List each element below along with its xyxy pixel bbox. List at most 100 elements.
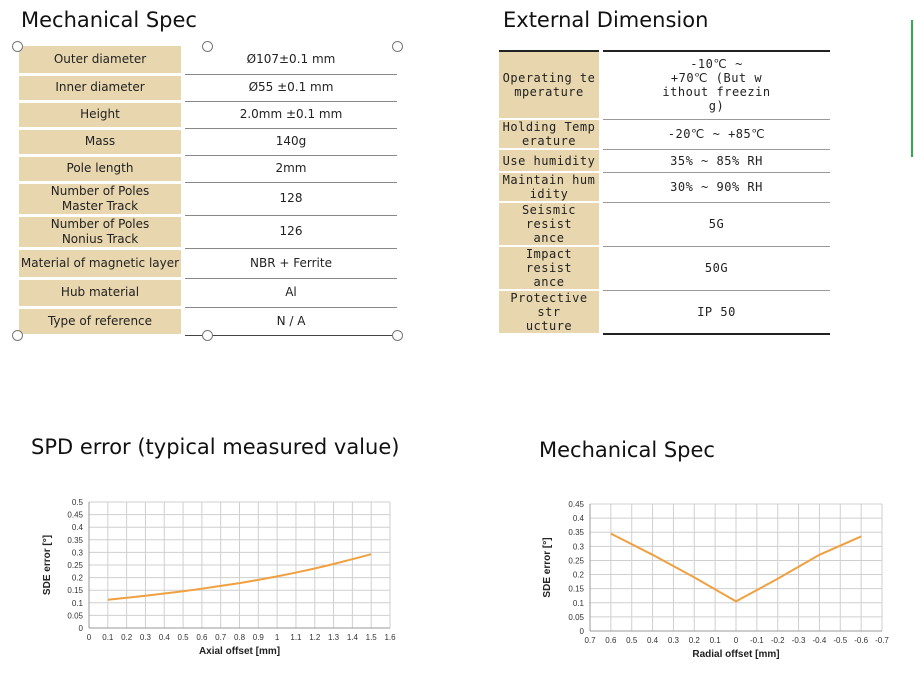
x-tick-label: 0 <box>734 636 739 645</box>
mechanical-spec-table[interactable]: Outer diameter Ø107±0.1 mm Inner diameter Ø… <box>19 46 397 337</box>
x-tick-label: 0.6 <box>196 633 208 642</box>
y-tick-label: 0.1 <box>72 599 84 608</box>
x-tick-label: 1.1 <box>290 633 302 642</box>
spec-label: Inner diameter <box>19 74 183 103</box>
x-tick-label: 0.2 <box>689 636 701 645</box>
spec-row: Outer diameter Ø107±0.1 mm <box>19 46 397 76</box>
spec-label: Type of reference <box>19 307 183 337</box>
y-axis-label: SDE error [°] <box>542 537 553 597</box>
spec-row: Material of magnetic layer NBR + Ferrite <box>19 248 397 280</box>
dimension-value: 50G <box>599 246 830 291</box>
y-tick-label: 0.45 <box>568 500 584 509</box>
dimension-value: IP 50 <box>599 290 830 335</box>
spec-value: N / A <box>181 307 397 336</box>
x-axis-label: Axial offset [mm] <box>199 646 280 657</box>
x-tick-label: -0.5 <box>833 636 847 645</box>
y-tick-label: 0.2 <box>573 571 585 580</box>
dimension-value: 30% ~ 90% RH <box>599 172 830 203</box>
y-tick-label: 0.05 <box>568 613 584 622</box>
x-tick-label: 0.9 <box>253 633 265 642</box>
x-tick-label: 0.6 <box>605 636 617 645</box>
resize-handle-top-right[interactable] <box>392 41 403 52</box>
x-tick-label: -0.4 <box>813 636 827 645</box>
spec-row: Pole length 2mm <box>19 155 397 184</box>
spec-value: 2mm <box>181 155 397 183</box>
spec-row: Type of reference N / A <box>19 307 397 337</box>
spec-row: Number of Poles Master Track 128 <box>19 182 397 217</box>
dimension-label: Use humidity <box>499 149 601 173</box>
x-tick-label: 0.3 <box>668 636 680 645</box>
y-tick-label: 0.25 <box>67 561 83 570</box>
resize-handle-top-left[interactable] <box>12 41 23 52</box>
x-tick-label: 1 <box>275 633 280 642</box>
x-tick-label: 0.8 <box>234 633 246 642</box>
y-axis-label: SDE error [°] <box>42 535 53 595</box>
x-tick-label: -0.3 <box>792 636 806 645</box>
y-tick-label: 0.25 <box>568 556 584 565</box>
y-tick-label: 0.45 <box>67 511 83 520</box>
spec-label: Pole length <box>19 155 183 184</box>
dimension-label: Maintain hum idity <box>499 172 601 203</box>
spec-value: Ø107±0.1 mm <box>181 46 397 75</box>
x-tick-label: 0.1 <box>102 633 114 642</box>
external-dimension-title: External Dimension <box>503 8 709 32</box>
y-tick-label: 0.4 <box>573 514 585 523</box>
dimension-label: Protective str ucture <box>499 290 601 335</box>
chart1-title: SPD error (typical measured value) <box>31 435 400 459</box>
y-tick-label: 0.35 <box>67 536 83 545</box>
x-tick-label: 0.7 <box>215 633 227 642</box>
resize-handle-bottom-left[interactable] <box>12 330 23 341</box>
spec-label: Number of Poles Master Track <box>19 182 183 217</box>
y-tick-label: 0.15 <box>568 585 584 594</box>
spec-row: Height 2.0mm ±0.1 mm <box>19 101 397 130</box>
dimension-row: Holding Temp erature -20℃ ~ +85℃ <box>499 119 830 150</box>
dimension-row: Seismic resist ance 5G <box>499 202 830 247</box>
x-tick-label: -0.2 <box>771 636 785 645</box>
spec-label: Hub material <box>19 278 183 309</box>
dimension-value: -10℃ ~ +70℃ (But w ithout freezin g) <box>599 51 830 120</box>
spec-label: Number of Poles Nonius Track <box>19 215 183 250</box>
chart2-title: Mechanical Spec <box>539 438 715 462</box>
dimension-label: Seismic resist ance <box>499 202 601 247</box>
spec-value: Al <box>181 278 397 308</box>
series-line <box>107 553 372 601</box>
x-tick-label: 0.1 <box>710 636 722 645</box>
x-tick-label: 0 <box>87 633 92 642</box>
resize-handle-top-middle[interactable] <box>202 41 213 52</box>
y-tick-label: 0.3 <box>573 542 585 551</box>
x-tick-label: -0.6 <box>854 636 868 645</box>
spec-value: 128 <box>181 182 397 216</box>
spec-row: Hub material Al <box>19 278 397 309</box>
spec-value: Ø55 ±0.1 mm <box>181 74 397 102</box>
x-tick-label: 1.6 <box>384 633 396 642</box>
y-tick-label: 0.5 <box>72 498 84 507</box>
resize-handle-bottom-right[interactable] <box>392 330 403 341</box>
dimension-row: Operating te mperature -10℃ ~ +70℃ (But w it… <box>499 51 830 120</box>
spec-label: Mass <box>19 128 183 157</box>
x-tick-label: 0.2 <box>121 633 133 642</box>
x-tick-label: 0.7 <box>584 636 596 645</box>
spec-row: Inner diameter Ø55 ±0.1 mm <box>19 74 397 103</box>
dimension-value: 35% ~ 85% RH <box>599 149 830 173</box>
dimension-label: Impact resist ance <box>499 246 601 291</box>
dimension-label: Operating te mperature <box>499 51 601 120</box>
x-tick-label: 0.5 <box>178 633 190 642</box>
external-dimension-table[interactable]: Operating te mperature -10℃ ~ +70℃ (But w it… <box>499 50 830 335</box>
dimension-row: Impact resist ance 50G <box>499 246 830 291</box>
dimension-row: Protective str ucture IP 50 <box>499 290 830 335</box>
x-tick-label: 0.5 <box>626 636 638 645</box>
spec-label: Outer diameter <box>19 46 183 76</box>
y-tick-label: 0.15 <box>67 586 83 595</box>
x-tick-label: -0.7 <box>875 636 889 645</box>
y-tick-label: 0.4 <box>72 523 84 532</box>
y-tick-label: 0 <box>79 624 84 633</box>
x-tick-label: 0.4 <box>159 633 171 642</box>
dimension-row: Use humidity 35% ~ 85% RH <box>499 149 830 173</box>
y-tick-label: 0.05 <box>67 611 83 620</box>
series-line <box>610 532 862 603</box>
resize-handle-bottom-middle[interactable] <box>202 330 213 341</box>
x-tick-label: 1.3 <box>328 633 340 642</box>
spec-label: Height <box>19 101 183 130</box>
y-tick-label: 0.2 <box>72 574 84 583</box>
y-tick-label: 0.3 <box>72 548 84 557</box>
